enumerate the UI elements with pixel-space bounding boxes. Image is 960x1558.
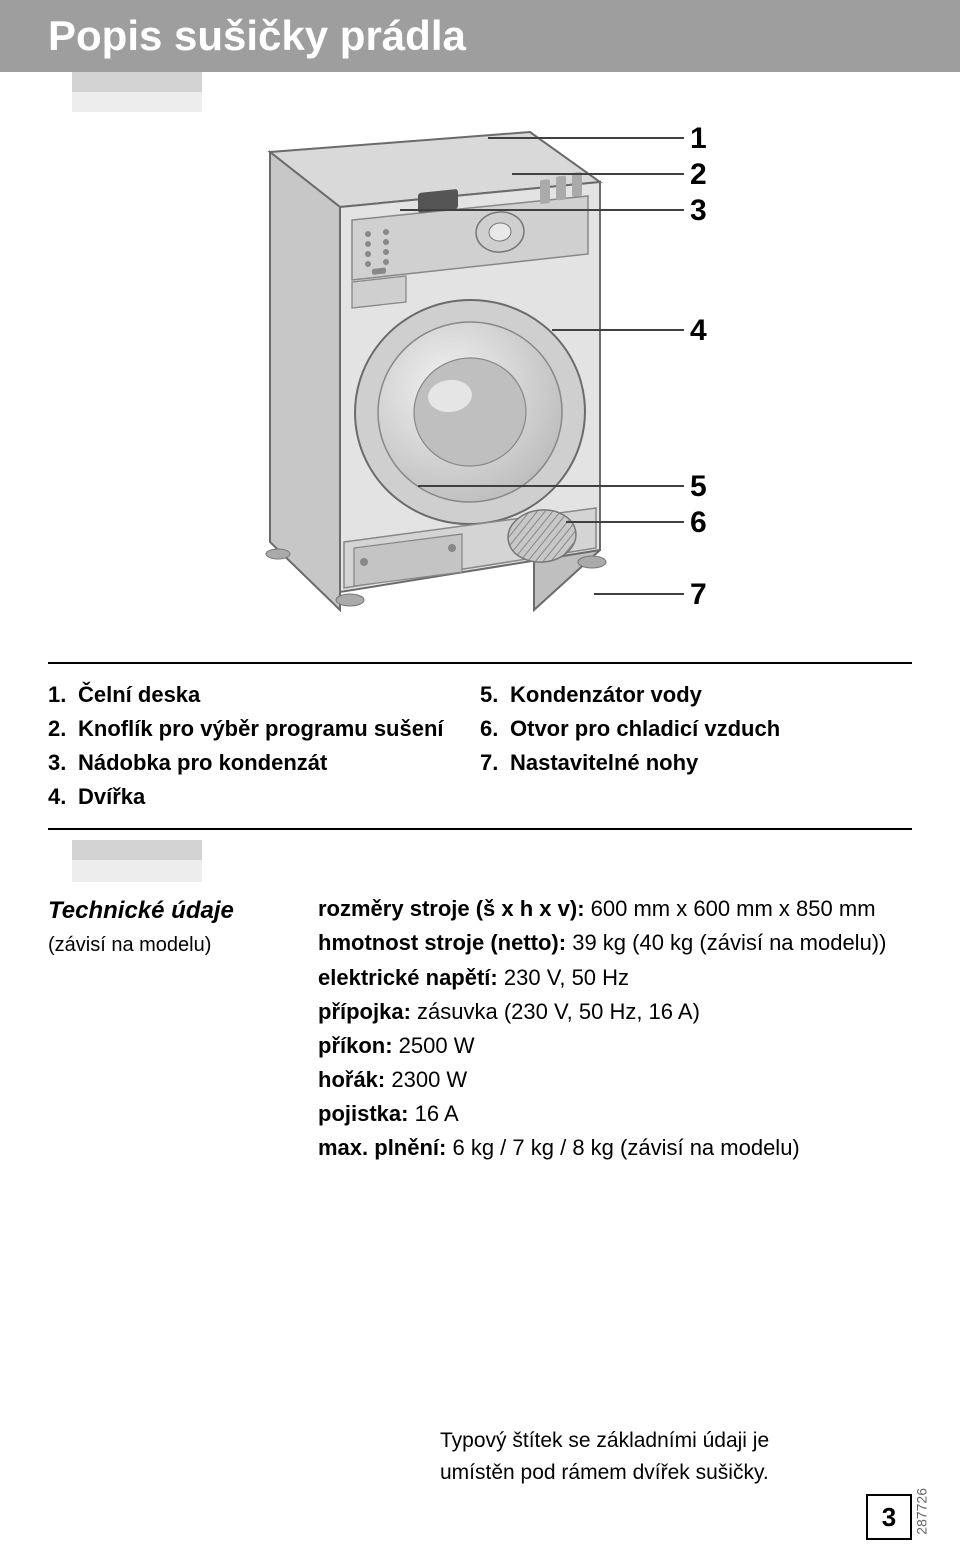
part-num: 4. [48,780,78,814]
part-label: Dvířka [78,780,145,814]
leader-6 [566,521,684,523]
tech-key: elektrické napětí: [318,965,504,990]
tech-key: max. plnění: [318,1135,452,1160]
leader-3 [400,209,684,211]
part-label: Kondenzátor vody [510,678,702,712]
callout-3: 3 [690,194,707,228]
tab-mid2 [72,860,202,882]
tech-key: hmotnost stroje (netto): [318,930,572,955]
divider-1 [48,662,912,664]
callout-5: 5 [690,470,707,504]
diagram-zone: 1 2 3 4 5 6 7 [0,82,960,662]
tech-values-col: rozměry stroje (š x h x v): 600 mm x 600… [318,892,912,1165]
footnote: Typový štítek se základními údaji je umí… [440,1425,840,1488]
part-label: Knoflík pro výběr programu sušení [78,712,444,746]
tech-key: pojistka: [318,1101,415,1126]
tech-heading-col: Technické údaje (závisí na modelu) [48,892,318,1165]
divider-2 [48,828,912,830]
part-num: 5. [480,678,510,712]
leader-4 [552,329,684,331]
page-title: Popis sušičky prádla [48,12,466,60]
tech-data-block: Technické údaje (závisí na modelu) rozmě… [48,892,912,1165]
tech-val: zásuvka (230 V, 50 Hz, 16 A) [417,999,700,1024]
part-label: Čelní deska [78,678,200,712]
parts-left-col: 1.Čelní deska 2.Knoflík pro výběr progra… [48,678,480,814]
title-band: Popis sušičky prádla [0,0,960,72]
dryer-illustration [200,112,620,652]
tech-heading: Technické údaje [48,892,318,929]
tech-subheading: (závisí na modelu) [48,930,318,961]
tech-val: 230 V, 50 Hz [504,965,629,990]
part-num: 7. [480,746,510,780]
tech-val: 600 mm x 600 mm x 850 mm [591,896,876,921]
tech-key: přípojka: [318,999,417,1024]
tech-key: rozměry stroje (š x h x v): [318,896,591,921]
callout-6: 6 [690,506,707,540]
parts-right-col: 5.Kondenzátor vody 6.Otvor pro chladicí … [480,678,912,814]
tech-val: 16 A [415,1101,459,1126]
leader-2 [512,173,684,175]
callout-2: 2 [690,158,707,192]
part-num: 2. [48,712,78,746]
tech-val: 39 kg (40 kg (závisí na modelu)) [572,930,886,955]
callout-4: 4 [690,314,707,348]
doc-code: 287726 [914,1488,930,1535]
leader-1 [488,137,684,139]
tab-mid [72,840,202,860]
leader-5 [418,485,684,487]
part-num: 1. [48,678,78,712]
leader-7 [594,593,684,595]
page-number: 3 [866,1494,912,1540]
part-num: 3. [48,746,78,780]
part-num: 6. [480,712,510,746]
callout-1: 1 [690,122,707,156]
tech-val: 2300 W [391,1067,467,1092]
callout-7: 7 [690,578,707,612]
part-label: Nádobka pro kondenzát [78,746,327,780]
tech-val: 6 kg / 7 kg / 8 kg (závisí na modelu) [452,1135,799,1160]
part-label: Otvor pro chladicí vzduch [510,712,780,746]
tech-key: příkon: [318,1033,399,1058]
tech-key: hořák: [318,1067,391,1092]
part-label: Nastavitelné nohy [510,746,698,780]
tech-val: 2500 W [399,1033,475,1058]
parts-list: 1.Čelní deska 2.Knoflík pro výběr progra… [48,678,912,814]
